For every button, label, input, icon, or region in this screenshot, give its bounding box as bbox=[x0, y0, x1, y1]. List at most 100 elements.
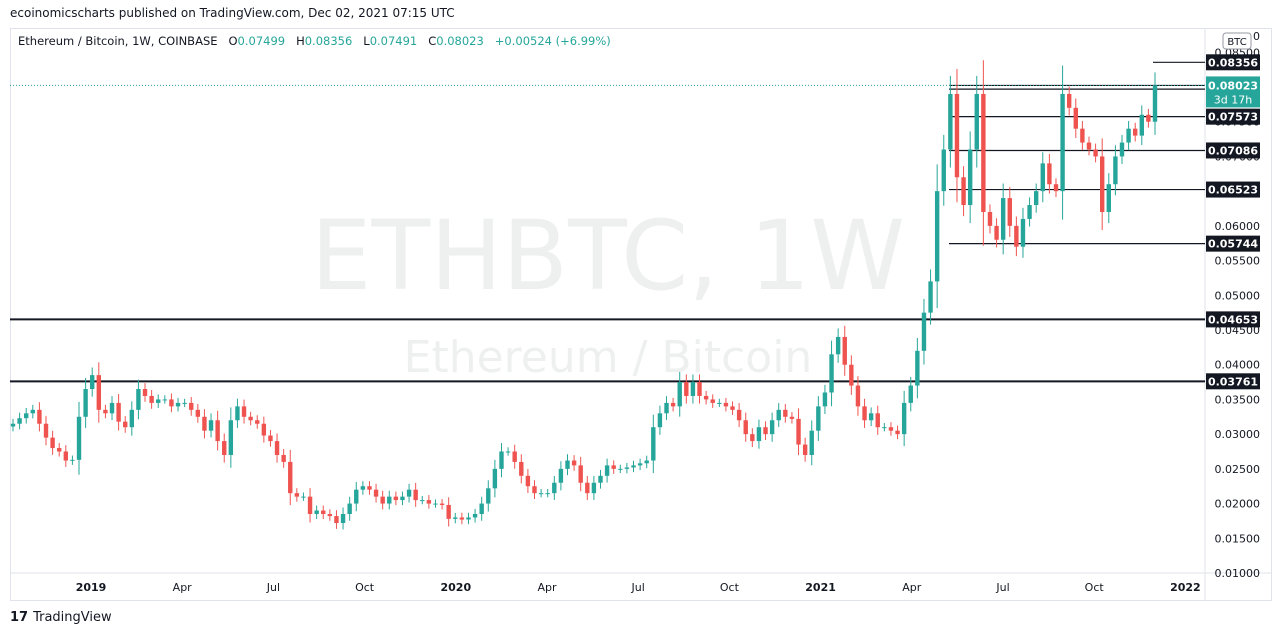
candle[interactable] bbox=[928, 269, 933, 325]
candle[interactable] bbox=[499, 442, 504, 478]
candle[interactable] bbox=[690, 374, 696, 404]
candle[interactable] bbox=[360, 481, 366, 495]
candle[interactable] bbox=[1099, 138, 1105, 231]
candle[interactable] bbox=[24, 407, 29, 424]
candle[interactable] bbox=[235, 398, 240, 428]
candle[interactable] bbox=[195, 403, 201, 423]
candle[interactable] bbox=[624, 462, 630, 474]
candle[interactable] bbox=[822, 384, 828, 415]
candle[interactable] bbox=[413, 482, 418, 507]
candle[interactable] bbox=[591, 475, 597, 500]
candle[interactable] bbox=[611, 460, 616, 474]
candle[interactable] bbox=[677, 371, 682, 417]
candle[interactable] bbox=[802, 437, 808, 462]
candle[interactable] bbox=[129, 401, 135, 436]
candle[interactable] bbox=[420, 495, 425, 505]
candle[interactable] bbox=[1053, 178, 1059, 198]
candle[interactable] bbox=[459, 512, 465, 525]
candle[interactable] bbox=[512, 444, 517, 469]
candle[interactable] bbox=[545, 488, 550, 498]
candle[interactable] bbox=[380, 490, 385, 510]
candle[interactable] bbox=[10, 418, 16, 432]
candle[interactable] bbox=[70, 455, 75, 465]
candle[interactable] bbox=[57, 442, 62, 457]
candle[interactable] bbox=[697, 374, 702, 404]
candle[interactable] bbox=[670, 397, 676, 412]
candle[interactable] bbox=[169, 393, 174, 413]
candle[interactable] bbox=[875, 405, 880, 435]
candle[interactable] bbox=[268, 429, 273, 447]
candle[interactable] bbox=[618, 464, 623, 474]
candle[interactable] bbox=[301, 492, 306, 501]
candle[interactable] bbox=[334, 510, 339, 529]
candle[interactable] bbox=[789, 412, 795, 424]
candle[interactable] bbox=[281, 449, 286, 468]
candle[interactable] bbox=[486, 480, 491, 512]
candle[interactable] bbox=[1080, 121, 1085, 151]
candle[interactable] bbox=[769, 412, 775, 442]
candle[interactable] bbox=[492, 459, 498, 498]
candle[interactable] bbox=[710, 394, 715, 408]
candle[interactable] bbox=[215, 410, 220, 451]
candle[interactable] bbox=[453, 512, 458, 524]
candle[interactable] bbox=[961, 166, 966, 217]
candle[interactable] bbox=[373, 483, 379, 503]
candle[interactable] bbox=[525, 469, 531, 493]
candle[interactable] bbox=[400, 491, 405, 506]
candle[interactable] bbox=[565, 454, 570, 476]
candle[interactable] bbox=[921, 298, 927, 365]
candle[interactable] bbox=[703, 390, 709, 405]
candle[interactable] bbox=[142, 383, 148, 402]
candle[interactable] bbox=[664, 396, 669, 421]
candle[interactable] bbox=[901, 390, 907, 447]
candle[interactable] bbox=[1066, 86, 1072, 116]
candle[interactable] bbox=[783, 403, 788, 423]
candle[interactable] bbox=[406, 483, 412, 503]
candle[interactable] bbox=[387, 490, 392, 510]
currency-button[interactable] bbox=[1222, 32, 1252, 50]
candle[interactable] bbox=[340, 507, 346, 530]
candle[interactable] bbox=[796, 408, 801, 456]
candle[interactable] bbox=[855, 376, 861, 416]
candle[interactable] bbox=[1106, 173, 1111, 224]
candle[interactable] bbox=[43, 416, 49, 446]
candle[interactable] bbox=[182, 398, 187, 408]
candle[interactable] bbox=[228, 407, 234, 468]
candle[interactable] bbox=[1093, 143, 1098, 163]
candle[interactable] bbox=[948, 75, 953, 168]
candle[interactable] bbox=[248, 411, 253, 426]
candle[interactable] bbox=[571, 455, 577, 471]
candle[interactable] bbox=[136, 379, 141, 420]
candle[interactable] bbox=[433, 499, 438, 508]
candle[interactable] bbox=[327, 509, 333, 521]
candle[interactable] bbox=[83, 377, 88, 428]
candle[interactable] bbox=[1033, 183, 1039, 213]
candle[interactable] bbox=[261, 416, 267, 443]
candle[interactable] bbox=[736, 403, 742, 428]
candle[interactable] bbox=[1119, 134, 1125, 165]
candle[interactable] bbox=[288, 449, 293, 506]
candle[interactable] bbox=[1020, 207, 1026, 258]
candle[interactable] bbox=[862, 398, 867, 428]
candle[interactable] bbox=[835, 328, 841, 363]
candle[interactable] bbox=[934, 164, 940, 309]
candle[interactable] bbox=[472, 508, 478, 523]
candle[interactable] bbox=[1139, 105, 1144, 145]
candle[interactable] bbox=[208, 413, 214, 438]
candle[interactable] bbox=[162, 395, 168, 404]
candle[interactable] bbox=[598, 469, 603, 489]
candle[interactable] bbox=[314, 505, 319, 520]
candle[interactable] bbox=[446, 497, 451, 527]
candle[interactable] bbox=[76, 401, 82, 475]
candle[interactable] bbox=[657, 405, 663, 435]
candle[interactable] bbox=[776, 403, 781, 428]
candle[interactable] bbox=[1086, 136, 1092, 156]
candle[interactable] bbox=[538, 488, 544, 498]
candle[interactable] bbox=[644, 455, 649, 469]
candle[interactable] bbox=[954, 68, 960, 203]
candle[interactable] bbox=[354, 482, 359, 512]
candle[interactable] bbox=[1014, 216, 1019, 257]
candle[interactable] bbox=[585, 475, 590, 500]
candle[interactable] bbox=[882, 423, 887, 432]
candle[interactable] bbox=[1027, 197, 1032, 227]
